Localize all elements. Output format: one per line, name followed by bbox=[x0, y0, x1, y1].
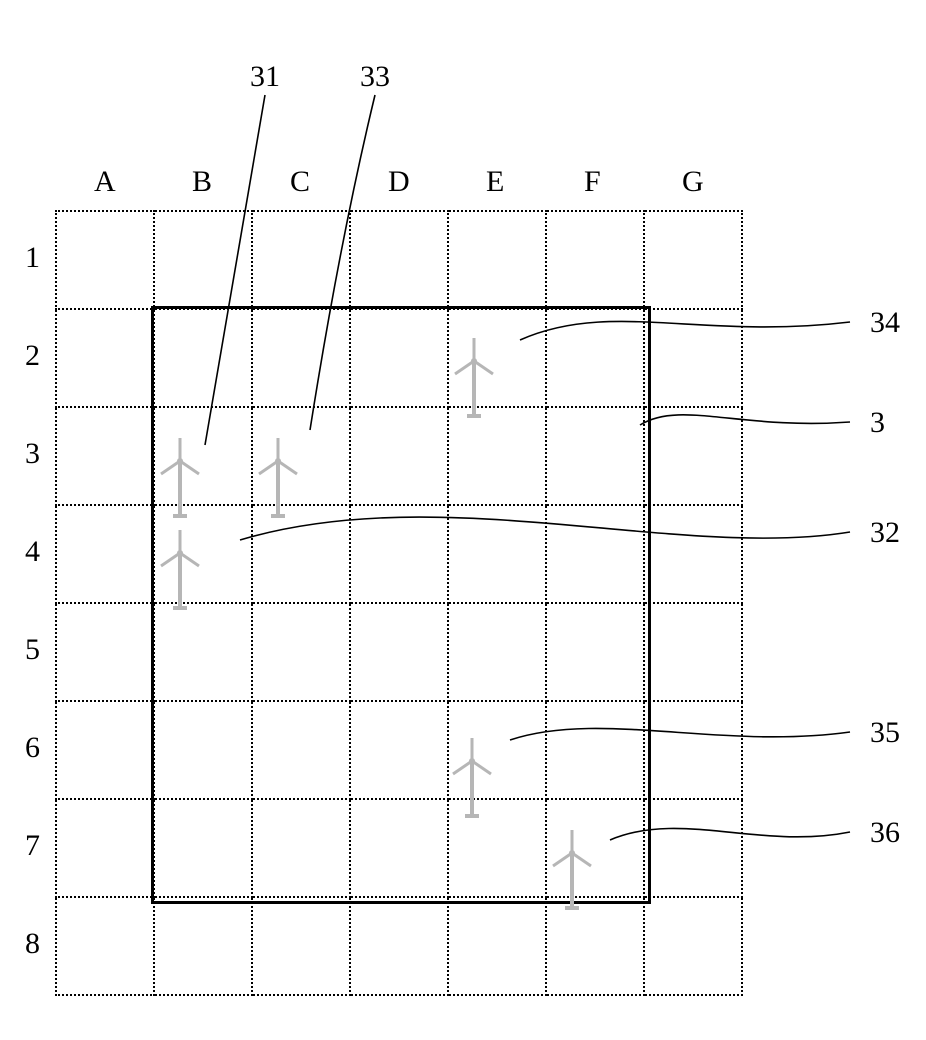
row-label: 3 bbox=[25, 437, 40, 471]
grid-cell bbox=[350, 603, 448, 701]
reference-label: 33 bbox=[360, 60, 390, 94]
grid-cell bbox=[56, 505, 154, 603]
wind-turbine-icon bbox=[449, 336, 499, 426]
row-label: 7 bbox=[25, 829, 40, 863]
grid-cell bbox=[546, 701, 644, 799]
reference-label: 36 bbox=[870, 816, 900, 850]
grid-cell bbox=[154, 211, 252, 309]
row-label: 6 bbox=[25, 731, 40, 765]
reference-label: 3 bbox=[870, 406, 885, 440]
wind-turbine-icon bbox=[253, 436, 303, 526]
grid-cell bbox=[154, 897, 252, 995]
row-label: 2 bbox=[25, 339, 40, 373]
column-label: G bbox=[682, 165, 704, 199]
grid-cell bbox=[448, 603, 546, 701]
grid-cell bbox=[644, 211, 742, 309]
reference-label: 34 bbox=[870, 306, 900, 340]
grid-cell bbox=[350, 701, 448, 799]
reference-label: 35 bbox=[870, 716, 900, 750]
grid-cell bbox=[252, 211, 350, 309]
grid-cell bbox=[448, 505, 546, 603]
grid-cell bbox=[644, 799, 742, 897]
row-label: 1 bbox=[25, 241, 40, 275]
wind-turbine-icon bbox=[155, 528, 205, 618]
grid-cell bbox=[154, 309, 252, 407]
grid-cell bbox=[56, 897, 154, 995]
grid-cell bbox=[56, 603, 154, 701]
row-label: 4 bbox=[25, 535, 40, 569]
grid-cell bbox=[546, 309, 644, 407]
grid-cell bbox=[56, 211, 154, 309]
grid-cell bbox=[154, 701, 252, 799]
grid-cell bbox=[350, 897, 448, 995]
grid-cell bbox=[56, 799, 154, 897]
grid-cell bbox=[252, 309, 350, 407]
grid-cell bbox=[56, 407, 154, 505]
row-label: 5 bbox=[25, 633, 40, 667]
grid-cell bbox=[350, 505, 448, 603]
grid-cell bbox=[350, 309, 448, 407]
grid-cell bbox=[154, 799, 252, 897]
grid-cell bbox=[546, 407, 644, 505]
column-label: C bbox=[290, 165, 310, 199]
grid-cell bbox=[56, 309, 154, 407]
grid-cell bbox=[350, 211, 448, 309]
grid-cell bbox=[252, 897, 350, 995]
column-label: D bbox=[388, 165, 410, 199]
wind-turbine-icon bbox=[155, 436, 205, 526]
grid-cell bbox=[448, 897, 546, 995]
wind-turbine-icon bbox=[547, 828, 597, 918]
grid-cell bbox=[644, 309, 742, 407]
figure-root: ABCDEFG12345678 bbox=[20, 20, 926, 1020]
grid-cell bbox=[252, 799, 350, 897]
grid-cell bbox=[546, 211, 644, 309]
grid-cell bbox=[644, 407, 742, 505]
grid-cell bbox=[546, 603, 644, 701]
column-label: B bbox=[192, 165, 212, 199]
grid-cell bbox=[448, 211, 546, 309]
grid-cell bbox=[644, 603, 742, 701]
wind-turbine-icon bbox=[447, 736, 497, 826]
grid-cell bbox=[56, 701, 154, 799]
grid-cell bbox=[644, 505, 742, 603]
grid-cell bbox=[350, 407, 448, 505]
grid-cell bbox=[546, 505, 644, 603]
grid-cell bbox=[252, 701, 350, 799]
grid-cell bbox=[644, 897, 742, 995]
column-label: E bbox=[486, 165, 504, 199]
grid-cell bbox=[644, 701, 742, 799]
grid-cell bbox=[252, 603, 350, 701]
row-label: 8 bbox=[25, 927, 40, 961]
reference-label: 32 bbox=[870, 516, 900, 550]
reference-label: 31 bbox=[250, 60, 280, 94]
column-label: F bbox=[584, 165, 601, 199]
column-label: A bbox=[94, 165, 116, 199]
grid-cell bbox=[350, 799, 448, 897]
